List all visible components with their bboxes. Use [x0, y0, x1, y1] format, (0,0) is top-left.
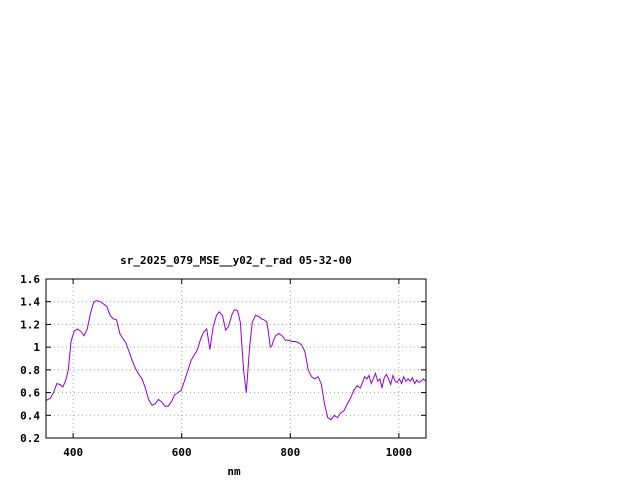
x-tick-label: 400	[63, 446, 83, 459]
x-axis-label: nm	[227, 465, 241, 478]
y-tick-label: 0.6	[20, 387, 40, 400]
grid	[46, 279, 426, 438]
y-tick-label: 1	[33, 341, 40, 354]
y-tick-label: 0.2	[20, 432, 40, 445]
ticks	[46, 278, 426, 439]
x-tick-label: 600	[172, 446, 192, 459]
y-tick-label: 1.2	[20, 318, 40, 331]
plot-frame	[45, 278, 427, 439]
x-tick-label: 800	[280, 446, 300, 459]
x-tick-label: 1000	[386, 446, 413, 459]
y-tick-label: 0.4	[20, 409, 40, 422]
y-tick-label: 1.4	[20, 296, 40, 309]
series-line	[45, 300, 427, 421]
x-tick-labels: 400 600 800 1000	[63, 446, 412, 459]
y-tick-labels: 0.2 0.4 0.6 0.8 1 1.2 1.4 1.6	[20, 273, 40, 445]
y-tick-label: 1.6	[20, 273, 40, 286]
chart-title: sr_2025_079_MSE__y02_r_rad 05-32-00	[120, 254, 352, 267]
y-tick-label: 0.8	[20, 364, 40, 377]
